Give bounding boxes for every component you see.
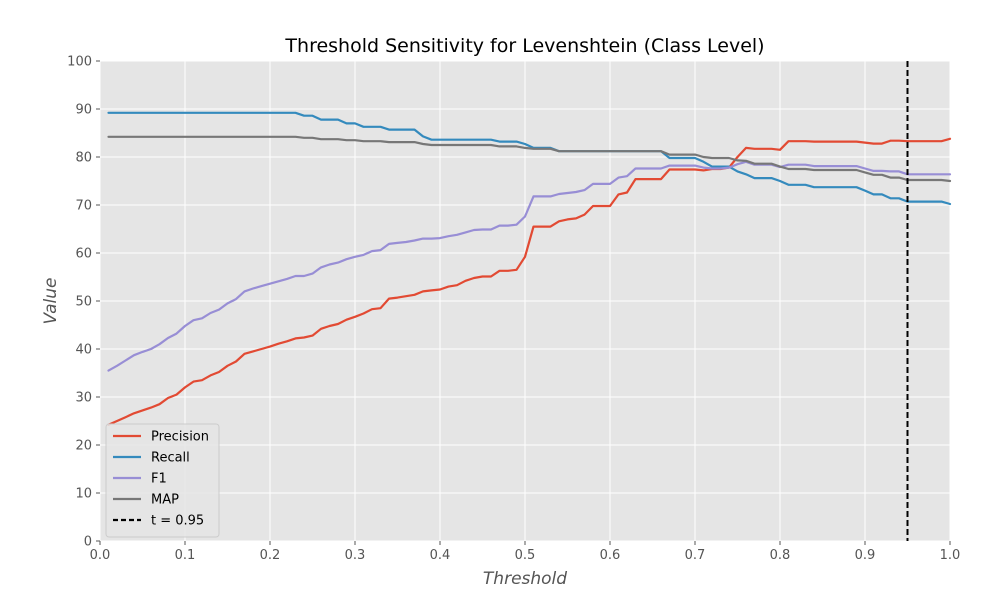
y-tick-label: 10 bbox=[75, 487, 92, 502]
y-tick-label: 50 bbox=[75, 295, 92, 310]
x-tick-label: 0.3 bbox=[345, 548, 366, 563]
y-tick-label: 30 bbox=[75, 391, 92, 406]
legend-label: Recall bbox=[151, 451, 190, 466]
x-tick-label: 1.0 bbox=[940, 548, 961, 563]
x-tick-label: 0.4 bbox=[430, 548, 451, 563]
x-axis-label: Threshold bbox=[483, 569, 567, 589]
y-axis-ticks: 0 10 20 30 40 50 60 70 80 90 100 bbox=[67, 55, 100, 550]
x-tick-label: 0.0 bbox=[90, 548, 111, 563]
chart-title: Threshold Sensitivity for Levenshtein (C… bbox=[284, 35, 764, 57]
series-line-precision bbox=[107, 137, 952, 426]
x-axis-ticks: 0.0 0.1 0.2 0.3 0.4 0.5 0.6 0.7 0.8 0.9 1.0 bbox=[90, 541, 961, 563]
y-tick-label: 60 bbox=[75, 247, 92, 262]
x-tick-label: 0.5 bbox=[515, 548, 536, 563]
x-tick-label: 0.7 bbox=[685, 548, 706, 563]
legend-label: t = 0.95 bbox=[151, 514, 204, 529]
x-tick-label: 0.1 bbox=[175, 548, 196, 563]
y-tick-label: 20 bbox=[75, 439, 92, 454]
legend-label: Precision bbox=[151, 430, 209, 445]
y-tick-label: 70 bbox=[75, 199, 92, 214]
x-tick-label: 0.2 bbox=[260, 548, 281, 563]
series-layer bbox=[107, 111, 952, 426]
y-tick-label: 0 bbox=[84, 535, 92, 550]
y-tick-label: 90 bbox=[75, 103, 92, 118]
y-tick-label: 80 bbox=[75, 151, 92, 166]
x-tick-label: 0.6 bbox=[600, 548, 621, 563]
y-tick-label: 40 bbox=[75, 343, 92, 358]
legend: Precision Recall F1 MAP t = 0.95 bbox=[105, 423, 220, 538]
x-tick-label: 0.8 bbox=[770, 548, 791, 563]
y-tick-label: 100 bbox=[67, 55, 92, 70]
legend-label: F1 bbox=[151, 472, 167, 487]
x-tick-label: 0.9 bbox=[855, 548, 876, 563]
legend-box bbox=[105, 423, 220, 538]
legend-label: MAP bbox=[151, 493, 179, 508]
y-axis-label: Value bbox=[41, 278, 61, 325]
series-line-f1 bbox=[107, 160, 952, 372]
series-line-map bbox=[107, 135, 952, 183]
